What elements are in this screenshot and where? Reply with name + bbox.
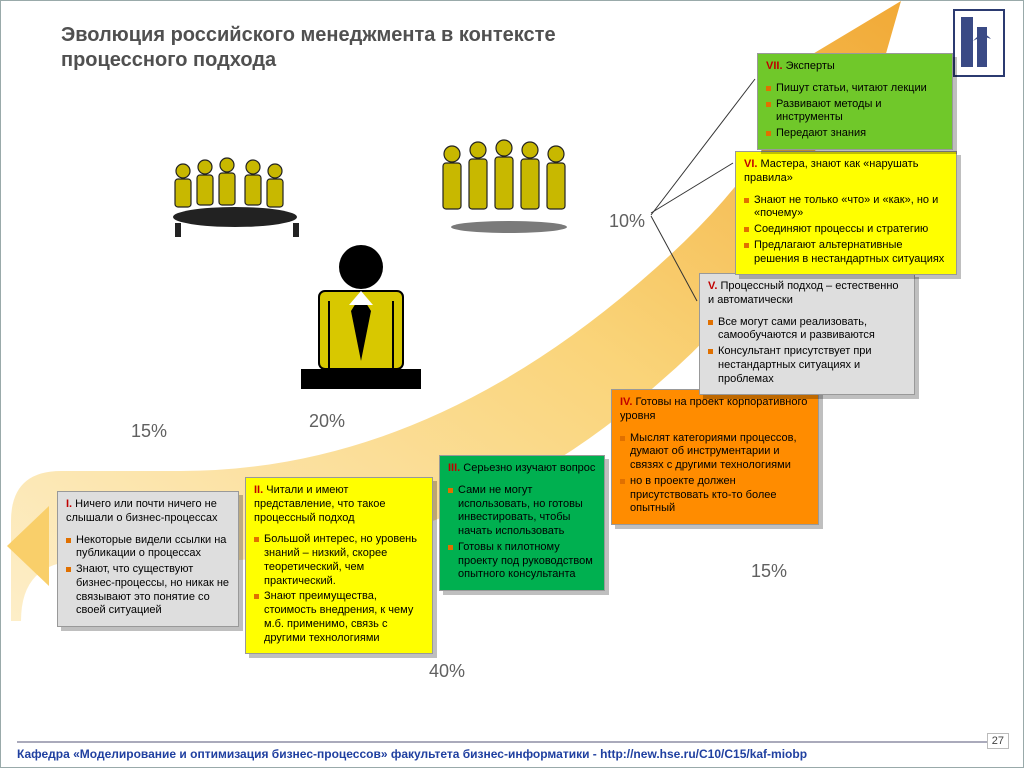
stage-number: VII. (766, 60, 786, 72)
people-group-2 (431, 139, 587, 235)
stage-body: Большой интерес, но уровень знаний – низ… (246, 529, 432, 653)
people-group-1 (165, 155, 315, 239)
stage-header: VI. Мастера, знают как «нарушать правила… (736, 152, 956, 190)
stage-number: III. (448, 462, 463, 474)
bullet-text: Предлагают альтернативные решения в нест… (754, 239, 948, 267)
stage-title: Мастера, знают как «нарушать правила» (744, 158, 918, 184)
stage-title: Ничего или почти ничего не слышали о биз… (66, 498, 218, 524)
stage-body: Некоторые видели ссылки на публикации о … (58, 530, 238, 627)
bullet-text: Большой интерес, но уровень знаний – низ… (264, 533, 424, 588)
stage-s1: I. Ничего или почти ничего не слышали о … (57, 491, 239, 627)
bullet-text: Передают знания (776, 127, 866, 141)
stage-bullet: Большой интерес, но уровень знаний – низ… (254, 533, 424, 588)
bullet-text: Все могут сами реализовать, самообучаютс… (718, 316, 906, 344)
stage-s7: VII. ЭкспертыПишут статьи, читают лекции… (757, 53, 953, 150)
stage-number: I. (66, 498, 75, 510)
stage-bullet: Предлагают альтернативные решения в нест… (744, 239, 948, 267)
bullet-text: Консультант присутствует при нестандартн… (718, 345, 906, 386)
stage-bullet: Некоторые видели ссылки на публикации о … (66, 534, 230, 562)
slide-title: Эволюция российского менеджмента в конте… (61, 23, 561, 73)
bullet-square-icon (766, 102, 771, 107)
stage-number: IV. (620, 396, 636, 408)
stage-s6: VI. Мастера, знают как «нарушать правила… (735, 151, 957, 275)
percent-label: 15% (131, 421, 167, 442)
slide-canvas: Эволюция российского менеджмента в конте… (0, 0, 1024, 768)
bullet-square-icon (448, 545, 453, 550)
bullet-square-icon (620, 479, 625, 484)
bullet-square-icon (708, 320, 713, 325)
percent-label: 15% (751, 561, 787, 582)
stage-bullet: Пишут статьи, читают лекции (766, 82, 944, 96)
stage-s2: II. Читали и имеют представление, что та… (245, 477, 433, 654)
bullet-text: но в проекте должен присутствовать кто-т… (630, 475, 810, 516)
bullet-square-icon (448, 488, 453, 493)
percent-label: 10% (609, 211, 645, 232)
stage-number: V. (708, 280, 720, 292)
stage-header: III. Серьезно изучают вопрос (440, 456, 604, 480)
bullet-text: Развивают методы и инструменты (776, 98, 944, 126)
stage-bullet: Консультант присутствует при нестандартн… (708, 345, 906, 386)
bullet-text: Знают преимущества, стоимость внедрения,… (264, 590, 424, 645)
bullet-square-icon (744, 227, 749, 232)
stage-bullet: Знают, что существуют бизнес-процессы, н… (66, 563, 230, 618)
stage-number: II. (254, 484, 266, 496)
stage-bullet: Мыслят категориями процессов, думают об … (620, 432, 810, 473)
stage-body: Все могут сами реализовать, самообучаютс… (700, 312, 914, 395)
stage-title: Готовы на проект корпоративного уровня (620, 396, 807, 422)
stage-header: V. Процессный подход – естественно и авт… (700, 274, 914, 312)
bullet-square-icon (254, 594, 259, 599)
stage-s3: III. Серьезно изучают вопрос Сами не могу… (439, 455, 605, 591)
stage-title: Серьезно изучают вопрос (463, 462, 595, 474)
stage-number: VI. (744, 158, 761, 170)
bullet-square-icon (620, 436, 625, 441)
big-person (301, 241, 421, 391)
stage-title: Эксперты (786, 60, 835, 72)
footer-text: Кафедра «Моделирование и оптимизация биз… (17, 741, 1007, 761)
bullet-square-icon (254, 537, 259, 542)
stage-bullet: но в проекте должен присутствовать кто-т… (620, 475, 810, 516)
bullet-square-icon (766, 131, 771, 136)
stage-bullet: Развивают методы и инструменты (766, 98, 944, 126)
stage-body: Знают не только «что» и «как», но и «поч… (736, 190, 956, 275)
stage-header: II. Читали и имеют представление, что та… (246, 478, 432, 529)
bullet-text: Знают не только «что» и «как», но и «поч… (754, 194, 948, 222)
bullet-text: Сами не могут использовать, но готовы ин… (458, 484, 596, 539)
bullet-text: Некоторые видели ссылки на публикации о … (76, 534, 230, 562)
stage-title: Читали и имеют представление, что такое … (254, 484, 386, 524)
stage-bullet: Готовы к пилотному проекту под руководст… (448, 541, 596, 582)
stage-bullet: Знают преимущества, стоимость внедрения,… (254, 590, 424, 645)
stage-header: VII. Эксперты (758, 54, 952, 78)
bullet-square-icon (66, 538, 71, 543)
percent-label: 20% (309, 411, 345, 432)
bullet-square-icon (744, 243, 749, 248)
stage-header: I. Ничего или почти ничего не слышали о … (58, 492, 238, 530)
stage-s4: IV. Готовы на проект корпоративного уров… (611, 389, 819, 525)
stage-body: Сами не могут использовать, но готовы ин… (440, 480, 604, 590)
bullet-square-icon (744, 198, 749, 203)
bullet-text: Знают, что существуют бизнес-процессы, н… (76, 563, 230, 618)
percent-label: 40% (429, 661, 465, 682)
stage-bullet: Все могут сами реализовать, самообучаютс… (708, 316, 906, 344)
bullet-square-icon (66, 567, 71, 572)
bullet-text: Соединяют процессы и стратегию (754, 223, 928, 237)
bullet-text: Пишут статьи, читают лекции (776, 82, 927, 96)
bullet-square-icon (708, 349, 713, 354)
page-number: 27 (987, 733, 1009, 749)
stage-body: Мыслят категориями процессов, думают об … (612, 428, 818, 525)
stage-header: IV. Готовы на проект корпоративного уров… (612, 390, 818, 428)
org-logo (953, 9, 1005, 77)
stage-body: Пишут статьи, читают лекции Развивают мет… (758, 78, 952, 149)
stage-bullet: Передают знания (766, 127, 944, 141)
bullet-text: Готовы к пилотному проекту под руководст… (458, 541, 596, 582)
bullet-square-icon (766, 86, 771, 91)
stage-bullet: Соединяют процессы и стратегию (744, 223, 948, 237)
bullet-text: Мыслят категориями процессов, думают об … (630, 432, 810, 473)
stage-bullet: Сами не могут использовать, но готовы ин… (448, 484, 596, 539)
stage-s5: V. Процессный подход – естественно и авт… (699, 273, 915, 395)
stage-bullet: Знают не только «что» и «как», но и «поч… (744, 194, 948, 222)
stage-title: Процессный подход – естественно и автома… (708, 280, 899, 306)
